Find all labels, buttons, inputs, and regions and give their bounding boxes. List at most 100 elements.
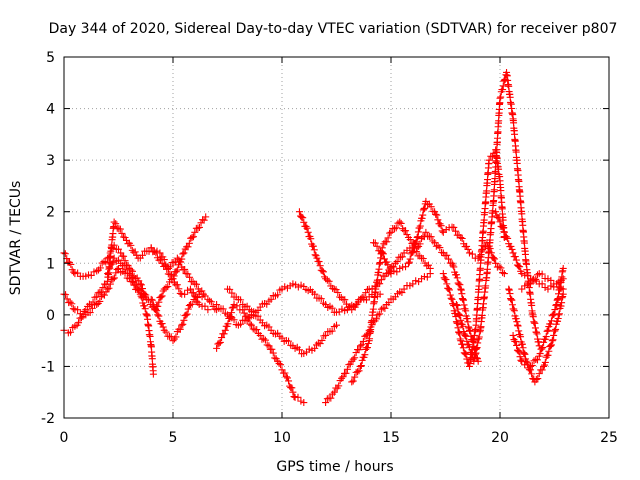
data-point bbox=[285, 337, 293, 345]
data-point bbox=[200, 290, 208, 298]
data-point bbox=[247, 321, 255, 329]
data-point bbox=[186, 285, 194, 293]
data-point bbox=[492, 259, 500, 267]
data-point bbox=[109, 258, 117, 266]
data-point bbox=[230, 301, 238, 309]
data-point bbox=[535, 370, 543, 378]
data-point bbox=[392, 224, 400, 232]
data-point bbox=[115, 264, 122, 272]
data-point bbox=[195, 301, 203, 309]
data-point bbox=[166, 263, 174, 271]
data-point bbox=[448, 259, 456, 267]
data-point bbox=[263, 341, 271, 349]
data-point bbox=[290, 393, 298, 401]
data-point bbox=[162, 261, 170, 269]
data-point bbox=[195, 223, 203, 231]
data-point bbox=[419, 206, 427, 214]
data-point bbox=[277, 361, 285, 369]
data-point bbox=[414, 233, 422, 241]
data-point bbox=[510, 307, 518, 315]
data-point bbox=[452, 227, 460, 235]
data-point bbox=[427, 233, 435, 241]
data-point bbox=[152, 305, 160, 313]
data-point bbox=[261, 336, 269, 344]
data-point bbox=[393, 258, 401, 266]
data-point bbox=[282, 373, 290, 381]
data-point bbox=[158, 320, 166, 328]
data-point bbox=[443, 280, 451, 288]
data-point bbox=[499, 86, 507, 94]
data-point bbox=[414, 228, 422, 236]
data-point bbox=[376, 290, 384, 298]
data-point bbox=[316, 262, 324, 270]
data-point bbox=[319, 268, 327, 276]
data-point bbox=[416, 224, 424, 232]
data-point bbox=[409, 280, 417, 288]
data-point bbox=[226, 285, 234, 293]
data-point bbox=[269, 349, 277, 357]
data-point bbox=[349, 377, 357, 385]
data-point bbox=[500, 77, 508, 85]
series-track-i bbox=[224, 285, 340, 358]
data-point bbox=[419, 211, 427, 219]
data-point bbox=[456, 281, 464, 289]
data-point bbox=[538, 366, 546, 374]
data-point bbox=[188, 300, 196, 308]
data-point bbox=[159, 323, 167, 331]
data-point bbox=[513, 318, 521, 326]
data-point bbox=[434, 216, 442, 224]
data-point bbox=[532, 375, 540, 383]
series-track-r bbox=[509, 264, 567, 370]
data-point bbox=[432, 242, 440, 250]
data-point bbox=[358, 341, 366, 349]
data-point bbox=[544, 275, 552, 283]
data-point bbox=[440, 274, 448, 282]
data-point bbox=[541, 358, 549, 366]
data-point bbox=[183, 310, 191, 318]
data-point bbox=[300, 399, 308, 407]
data-point bbox=[547, 342, 555, 350]
data-point bbox=[418, 214, 426, 222]
data-point bbox=[110, 218, 118, 226]
data-point bbox=[498, 223, 506, 231]
x-tick-label: 25 bbox=[600, 430, 618, 446]
data-point bbox=[149, 301, 157, 309]
data-point bbox=[117, 249, 125, 257]
data-point bbox=[521, 282, 529, 290]
data-point bbox=[461, 331, 469, 339]
data-point bbox=[233, 302, 241, 310]
data-point bbox=[351, 354, 359, 362]
data-point bbox=[351, 303, 359, 311]
data-point bbox=[89, 298, 97, 306]
data-point bbox=[342, 369, 350, 377]
data-point bbox=[533, 356, 541, 364]
data-point bbox=[335, 382, 343, 390]
data-point bbox=[445, 255, 453, 263]
data-point bbox=[140, 302, 148, 310]
data-point bbox=[547, 276, 555, 284]
data-point bbox=[125, 270, 133, 278]
data-point bbox=[155, 298, 163, 306]
data-point bbox=[538, 280, 546, 288]
data-point bbox=[345, 361, 353, 369]
data-point bbox=[542, 333, 550, 341]
data-point bbox=[422, 228, 430, 236]
data-point bbox=[492, 208, 500, 216]
data-point bbox=[237, 296, 245, 304]
data-point bbox=[544, 285, 552, 293]
data-point bbox=[517, 333, 525, 341]
y-tick-label: -1 bbox=[41, 359, 55, 375]
data-point bbox=[135, 277, 143, 285]
data-point bbox=[541, 283, 549, 291]
data-point bbox=[206, 297, 214, 305]
data-point bbox=[530, 276, 538, 284]
series-track-n bbox=[439, 146, 508, 370]
data-point bbox=[339, 373, 347, 381]
data-point bbox=[499, 224, 507, 232]
data-point bbox=[508, 301, 516, 309]
data-point bbox=[552, 301, 560, 309]
data-point bbox=[496, 94, 504, 102]
data-point bbox=[260, 335, 268, 343]
data-point bbox=[511, 253, 519, 261]
data-point bbox=[307, 235, 315, 243]
